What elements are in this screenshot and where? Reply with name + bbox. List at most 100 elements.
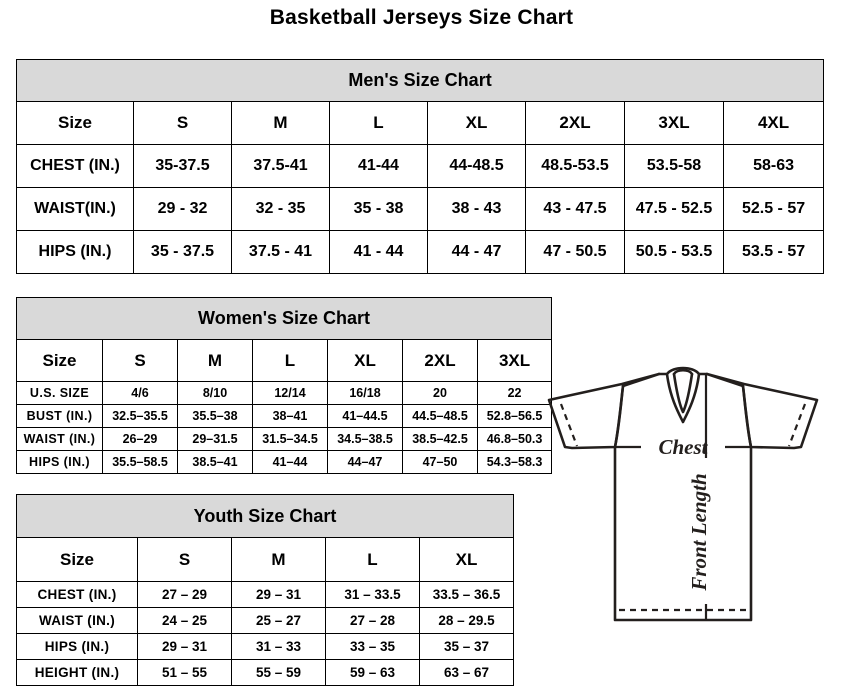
womens-bust-xl: 41–44.5	[327, 404, 403, 428]
mens-row-label-hips: HIPS (IN.)	[16, 230, 134, 274]
mens-col-2xl: 2XL	[525, 101, 625, 145]
youth-chest-xl: 33.5 – 36.5	[418, 581, 515, 608]
youth-header-row: Size S M L XL	[16, 537, 515, 582]
youth-row-label-chest: CHEST (IN.)	[16, 581, 138, 608]
mens-hips-l: 41 - 44	[329, 230, 428, 274]
youth-height-s: 51 – 55	[137, 659, 232, 686]
jersey-body-shape	[613, 445, 753, 622]
jersey-left-cuff-dashed	[559, 403, 579, 447]
womens-header-row: Size S M L XL 2XL 3XL	[16, 339, 553, 382]
womens-hips-3xl: 54.3–58.3	[476, 450, 553, 474]
womens-row-label-hips: HIPS (IN.)	[16, 450, 103, 474]
youth-caption: Youth Size Chart	[15, 494, 515, 538]
womens-bust-s: 32.5–35.5	[102, 404, 178, 428]
womens-col-3xl: 3XL	[476, 339, 553, 382]
youth-waist-l: 27 – 28	[325, 607, 420, 634]
jersey-right-sleeve-shape	[705, 372, 819, 450]
table-row: HEIGHT (IN.) 51 – 55 55 – 59 59 – 63 63 …	[16, 659, 515, 686]
womens-waist-l: 31.5–34.5	[252, 427, 328, 451]
womens-row-label-waist: WAIST (IN.)	[16, 427, 103, 451]
womens-col-size: Size	[16, 339, 103, 382]
table-row: BUST (IN.) 32.5–35.5 35.5–38 38–41 41–44…	[16, 404, 553, 428]
youth-height-l: 59 – 63	[325, 659, 420, 686]
jersey-right-cuff-dashed	[787, 403, 807, 447]
mens-hips-s: 35 - 37.5	[133, 230, 232, 274]
table-row: U.S. SIZE 4/6 8/10 12/14 16/18 20 22	[16, 381, 553, 405]
page-title: Basketball Jerseys Size Chart	[269, 6, 574, 29]
youth-size-chart-table: Youth Size Chart Size S M L XL CHEST (IN…	[15, 494, 515, 686]
mens-caption-row: Men's Size Chart	[15, 59, 825, 102]
mens-chest-m: 37.5-41	[231, 144, 330, 188]
womens-hips-m: 38.5–41	[177, 450, 253, 474]
table-row: HIPS (IN.) 35.5–58.5 38.5–41 41–44 44–47…	[16, 450, 553, 474]
youth-chest-l: 31 – 33.5	[325, 581, 420, 608]
mens-col-s: S	[133, 101, 232, 145]
youth-chest-m: 29 – 31	[231, 581, 326, 608]
jersey-vneck-inner	[672, 372, 694, 414]
mens-waist-3xl: 47.5 - 52.5	[624, 187, 724, 231]
womens-ussize-m: 8/10	[177, 381, 253, 405]
youth-hips-xl: 35 – 37	[418, 633, 515, 660]
mens-hips-2xl: 47 - 50.5	[525, 230, 625, 274]
womens-col-m: M	[177, 339, 253, 382]
womens-waist-xl: 34.5–38.5	[327, 427, 403, 451]
womens-col-l: L	[252, 339, 328, 382]
youth-row-label-hips: HIPS (IN.)	[16, 633, 138, 660]
mens-waist-m: 32 - 35	[231, 187, 330, 231]
youth-waist-xl: 28 – 29.5	[418, 607, 515, 634]
womens-ussize-xl: 16/18	[327, 381, 403, 405]
womens-size-chart-table: Women's Size Chart Size S M L XL 2XL 3XL…	[15, 297, 553, 474]
youth-caption-row: Youth Size Chart	[15, 494, 515, 538]
youth-hips-l: 33 – 35	[325, 633, 420, 660]
table-row: WAIST (IN.) 26–29 29–31.5 31.5–34.5 34.5…	[16, 427, 553, 451]
womens-hips-2xl: 47–50	[402, 450, 478, 474]
womens-ussize-l: 12/14	[252, 381, 328, 405]
table-row: CHEST (IN.) 27 – 29 29 – 31 31 – 33.5 33…	[16, 581, 515, 608]
womens-bust-2xl: 44.5–48.5	[402, 404, 478, 428]
womens-hips-s: 35.5–58.5	[102, 450, 178, 474]
womens-caption: Women's Size Chart	[15, 297, 553, 340]
mens-hips-xl: 44 - 47	[427, 230, 526, 274]
jersey-left-sleeve-shape	[547, 372, 661, 450]
youth-waist-s: 24 – 25	[137, 607, 232, 634]
mens-size-chart-table: Men's Size Chart Size S M L XL 2XL 3XL 4…	[15, 59, 825, 274]
mens-col-xl: XL	[427, 101, 526, 145]
mens-col-m: M	[231, 101, 330, 145]
mens-row-label-waist: WAIST(IN.)	[16, 187, 134, 231]
mens-chest-s: 35-37.5	[133, 144, 232, 188]
mens-header-row: Size S M L XL 2XL 3XL 4XL	[16, 101, 825, 145]
youth-waist-m: 25 – 27	[231, 607, 326, 634]
womens-waist-2xl: 38.5–42.5	[402, 427, 478, 451]
mens-chest-3xl: 53.5-58	[624, 144, 724, 188]
youth-col-m: M	[231, 537, 326, 582]
mens-hips-4xl: 53.5 - 57	[722, 230, 825, 274]
mens-col-4xl: 4XL	[722, 101, 825, 145]
mens-hips-3xl: 50.5 - 53.5	[624, 230, 724, 274]
womens-hips-xl: 44–47	[327, 450, 403, 474]
womens-waist-m: 29–31.5	[177, 427, 253, 451]
womens-col-s: S	[102, 339, 178, 382]
mens-chest-l: 41-44	[329, 144, 428, 188]
mens-hips-m: 37.5 - 41	[231, 230, 330, 274]
womens-caption-row: Women's Size Chart	[15, 297, 553, 340]
youth-chest-s: 27 – 29	[137, 581, 232, 608]
mens-col-l: L	[329, 101, 428, 145]
mens-col-size: Size	[16, 101, 134, 145]
youth-col-l: L	[325, 537, 420, 582]
mens-waist-4xl: 52.5 - 57	[722, 187, 825, 231]
jersey-left-sleeve-seam	[613, 384, 625, 449]
jersey-right-sleeve-seam	[741, 384, 753, 449]
table-row: WAIST(IN.) 29 - 32 32 - 35 35 - 38 38 - …	[16, 187, 825, 231]
youth-hips-m: 31 – 33	[231, 633, 326, 660]
table-row: WAIST (IN.) 24 – 25 25 – 27 27 – 28 28 –…	[16, 607, 515, 634]
table-row: HIPS (IN.) 35 - 37.5 37.5 - 41 41 - 44 4…	[16, 230, 825, 274]
mens-waist-xl: 38 - 43	[427, 187, 526, 231]
table-row: CHEST (IN.) 35-37.5 37.5-41 41-44 44-48.…	[16, 144, 825, 188]
table-row: HIPS (IN.) 29 – 31 31 – 33 33 – 35 35 – …	[16, 633, 515, 660]
mens-chest-xl: 44-48.5	[427, 144, 526, 188]
youth-col-s: S	[137, 537, 232, 582]
youth-height-m: 55 – 59	[231, 659, 326, 686]
mens-chest-4xl: 58-63	[722, 144, 825, 188]
womens-bust-m: 35.5–38	[177, 404, 253, 428]
mens-row-label-chest: CHEST (IN.)	[16, 144, 134, 188]
